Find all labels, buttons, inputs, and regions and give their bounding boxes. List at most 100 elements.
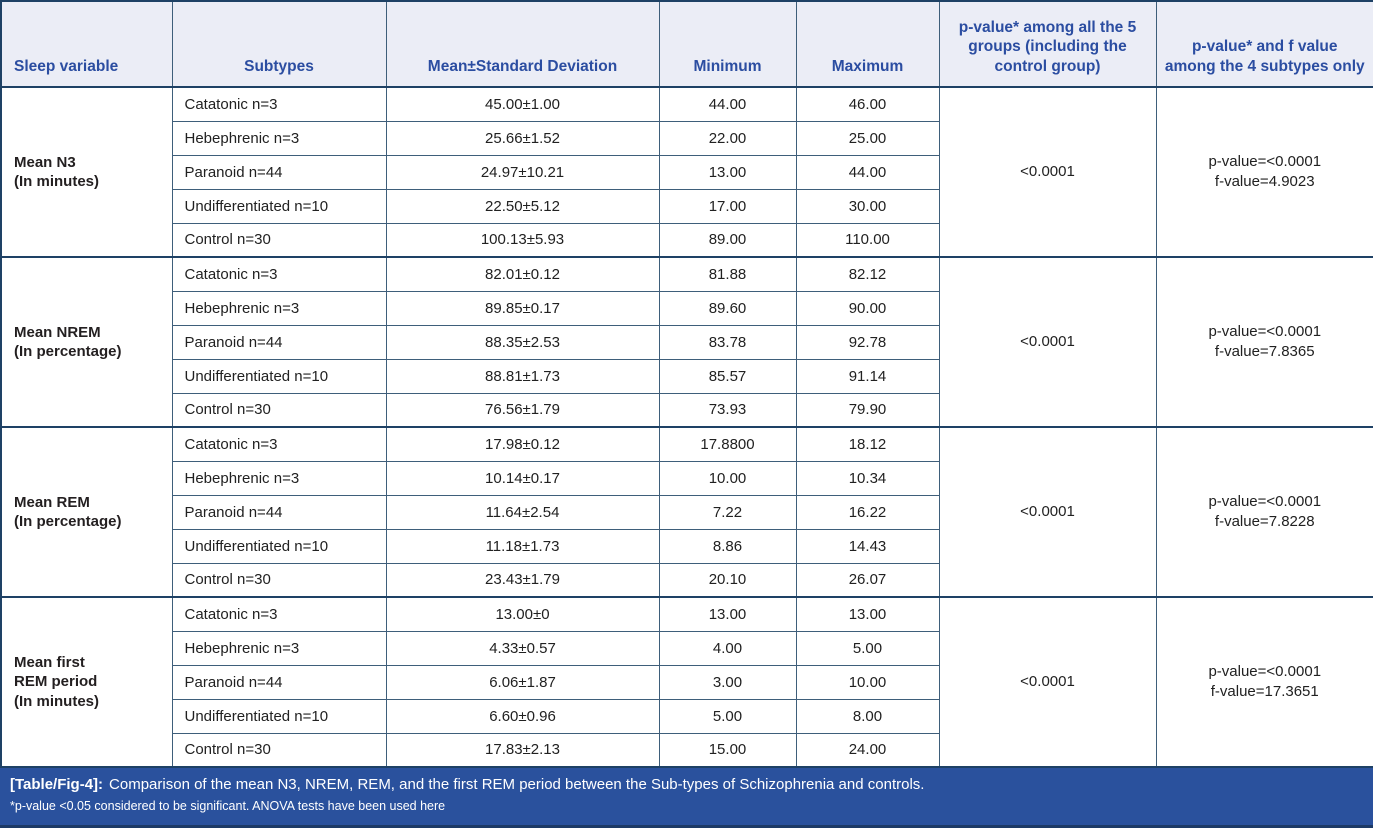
footnote-text: *p-value <0.05 considered to be signific… [10, 799, 446, 814]
max-cell: 82.12 [795, 256, 940, 292]
variable-line: REM period [14, 673, 98, 691]
min-cell: 85.57 [658, 358, 797, 394]
min-cell: 20.10 [658, 562, 797, 598]
mean-sd-cell: 82.01±0.12 [385, 256, 660, 292]
min-cell: 44.00 [658, 86, 797, 122]
table-row: Mean NREM (In percentage) Catatonic n=3 … [0, 256, 1373, 428]
table-row: Hebephrenic n=3 4.33±0.57 4.00 5.00 [1, 630, 1373, 666]
variable-line: Mean REM [14, 493, 90, 511]
subtype-cell: Control n=30 [171, 222, 387, 258]
variable-line: Mean NREM [14, 323, 101, 341]
comparison-table: Sleep variable Subtypes Mean±Standard De… [0, 0, 1373, 768]
p-f-value-subtypes-cell: p-value=<0.0001 f-value=7.8228 [1155, 426, 1373, 598]
max-cell: 13.00 [795, 596, 940, 632]
max-cell: 8.00 [795, 698, 940, 734]
table-row: Control n=30 100.13±5.93 89.00 110.00 [1, 222, 1373, 258]
mean-sd-cell: 88.35±2.53 [385, 324, 660, 360]
subtype-cell: Catatonic n=3 [171, 426, 387, 462]
table-row: Mean REM (In percentage) Catatonic n=3 1… [0, 426, 1373, 598]
mean-sd-cell: 89.85±0.17 [385, 290, 660, 326]
mean-sd-cell: 17.98±0.12 [385, 426, 660, 462]
min-cell: 22.00 [658, 120, 797, 156]
min-cell: 73.93 [658, 392, 797, 428]
p-value-line: p-value=<0.0001 [1208, 662, 1322, 680]
min-cell: 81.88 [658, 256, 797, 292]
min-cell: 89.60 [658, 290, 797, 326]
p-value-line: p-value=<0.0001 [1208, 152, 1322, 170]
max-cell: 92.78 [795, 324, 940, 360]
header-pvalue-subtypes: p-value* and f value among the 4 subtype… [1155, 0, 1373, 88]
mean-sd-cell: 22.50±5.12 [385, 188, 660, 224]
subtype-cell: Hebephrenic n=3 [171, 290, 387, 326]
table-row: Control n=30 23.43±1.79 20.10 26.07 [1, 562, 1373, 598]
header-row: Sleep variable Subtypes Mean±Standard De… [0, 0, 1373, 88]
p-f-value-subtypes-cell: p-value=<0.0001 f-value=4.9023 [1155, 86, 1373, 258]
p-value-all-groups-cell: <0.0001 [938, 256, 1157, 428]
f-value-line: f-value=7.8228 [1214, 513, 1315, 530]
p-f-value-subtypes-cell: p-value=<0.0001 f-value=17.3651 [1155, 596, 1373, 768]
max-cell: 79.90 [795, 392, 940, 428]
subtype-cell: Catatonic n=3 [171, 86, 387, 122]
subtype-cell: Undifferentiated n=10 [171, 358, 387, 394]
max-cell: 14.43 [795, 528, 940, 564]
mean-sd-cell: 17.83±2.13 [385, 732, 660, 768]
subtype-cell: Control n=30 [171, 562, 387, 598]
mean-sd-cell: 10.14±0.17 [385, 460, 660, 496]
min-cell: 8.86 [658, 528, 797, 564]
min-cell: 7.22 [658, 494, 797, 530]
min-cell: 3.00 [658, 664, 797, 700]
mean-sd-cell: 45.00±1.00 [385, 86, 660, 122]
table-row: Hebephrenic n=3 10.14±0.17 10.00 10.34 [1, 460, 1373, 496]
f-value-line: f-value=17.3651 [1210, 683, 1319, 700]
subtype-cell: Paranoid n=44 [171, 494, 387, 530]
min-cell: 89.00 [658, 222, 797, 258]
mean-sd-cell: 23.43±1.79 [385, 562, 660, 598]
mean-sd-cell: 4.33±0.57 [385, 630, 660, 666]
f-value-line: f-value=4.9023 [1214, 173, 1315, 190]
sleep-variable-cell: Mean first REM period (In minutes) [0, 596, 173, 768]
max-cell: 30.00 [795, 188, 940, 224]
subtype-cell: Undifferentiated n=10 [171, 188, 387, 224]
p-value-all-groups-cell: <0.0001 [938, 426, 1157, 598]
header-pvalue-all-groups: p-value* among all the 5 groups (includi… [938, 0, 1157, 88]
table-caption: [Table/Fig-4]: Comparison of the mean N3,… [10, 775, 1363, 795]
subtype-cell: Undifferentiated n=10 [171, 698, 387, 734]
max-cell: 46.00 [795, 86, 940, 122]
f-value-line: f-value=7.8365 [1214, 343, 1315, 360]
sleep-variable-cell: Mean N3 (In minutes) [0, 86, 173, 258]
sleep-variable-cell: Mean NREM (In percentage) [0, 256, 173, 428]
max-cell: 26.07 [795, 562, 940, 598]
header-minimum: Minimum [658, 0, 797, 88]
min-cell: 17.8800 [658, 426, 797, 462]
max-cell: 110.00 [795, 222, 940, 258]
sleep-variable-cell: Mean REM (In percentage) [0, 426, 173, 598]
mean-sd-cell: 88.81±1.73 [385, 358, 660, 394]
max-cell: 16.22 [795, 494, 940, 530]
mean-sd-cell: 13.00±0 [385, 596, 660, 632]
table-row: Control n=30 76.56±1.79 73.93 79.90 [1, 392, 1373, 428]
header-sleep-variable: Sleep variable [0, 0, 173, 88]
table-row: Paranoid n=44 6.06±1.87 3.00 10.00 [1, 664, 1373, 700]
table-row: Control n=30 17.83±2.13 15.00 24.00 [1, 732, 1373, 768]
p-value-all-groups-cell: <0.0001 [938, 596, 1157, 768]
table-row: Mean first REM period (In minutes) Catat… [0, 596, 1373, 768]
table-row: Undifferentiated n=10 6.60±0.96 5.00 8.0… [1, 698, 1373, 734]
variable-line: Mean first [14, 653, 85, 671]
subtype-cell: Control n=30 [171, 392, 387, 428]
p-f-value-subtypes-cell: p-value=<0.0001 f-value=7.8365 [1155, 256, 1373, 428]
table-row: Undifferentiated n=10 88.81±1.73 85.57 9… [1, 358, 1373, 394]
p-value-all-groups-cell: <0.0001 [938, 86, 1157, 258]
header-maximum: Maximum [795, 0, 940, 88]
mean-sd-cell: 6.60±0.96 [385, 698, 660, 734]
subtype-cell: Catatonic n=3 [171, 256, 387, 292]
table-row: Paranoid n=44 11.64±2.54 7.22 16.22 [1, 494, 1373, 530]
variable-line: (In percentage) [14, 343, 122, 360]
max-cell: 25.00 [795, 120, 940, 156]
subtype-cell: Catatonic n=3 [171, 596, 387, 632]
min-cell: 4.00 [658, 630, 797, 666]
subtype-cell: Hebephrenic n=3 [171, 120, 387, 156]
table-row: Paranoid n=44 88.35±2.53 83.78 92.78 [1, 324, 1373, 360]
max-cell: 91.14 [795, 358, 940, 394]
mean-sd-cell: 11.64±2.54 [385, 494, 660, 530]
